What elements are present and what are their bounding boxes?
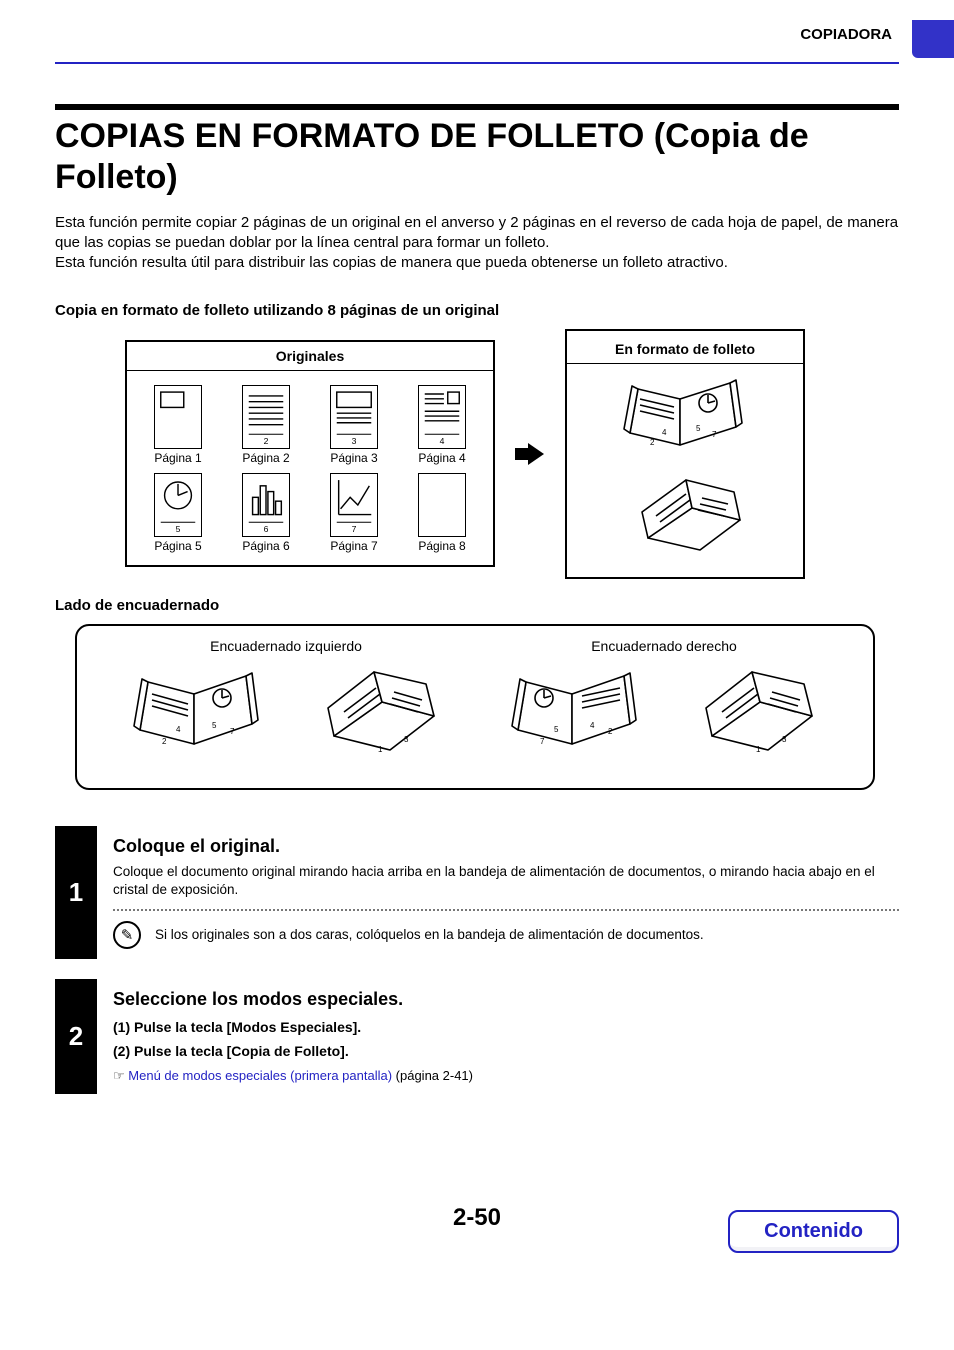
step-1-note-text: Si los originales son a dos caras, colóq… <box>155 926 704 944</box>
pencil-icon: ✎ <box>113 921 141 949</box>
page-thumb-icon: 2 <box>242 385 290 449</box>
svg-text:2: 2 <box>650 438 655 447</box>
page-thumb-icon: 5 <box>154 473 202 537</box>
page-label: Página 5 <box>154 539 201 553</box>
svg-text:7: 7 <box>712 430 717 439</box>
step-2-title: Seleccione los modos especiales. <box>113 989 899 1010</box>
page-header: COPIADORA <box>0 0 954 58</box>
page-label: Página 2 <box>242 451 289 465</box>
original-page-8: Página 8 <box>401 473 483 553</box>
svg-text:4: 4 <box>590 721 595 730</box>
originals-title: Originales <box>127 342 493 371</box>
page-label: Página 6 <box>242 539 289 553</box>
original-page-1: Página 1 <box>137 385 219 465</box>
original-page-5: 5 Página 5 <box>137 473 219 553</box>
step-2: 2 Seleccione los modos especiales. (1) P… <box>55 979 899 1094</box>
intro-block: Esta función permite copiar 2 páginas de… <box>55 213 899 274</box>
page-thumb-icon <box>418 473 466 537</box>
page-title: COPIAS EN FORMATO DE FOLLETO (Copia de F… <box>55 116 899 199</box>
svg-text:4: 4 <box>662 428 667 437</box>
svg-text:5: 5 <box>176 524 181 534</box>
booklet-box: En formato de folleto 4 5 <box>565 329 805 579</box>
step-2-link-line: ☞ Menú de modos especiales (primera pant… <box>113 1068 899 1084</box>
step-number: 1 <box>55 826 97 959</box>
open-booklet-right-icon: 5 4 7 2 <box>500 666 650 766</box>
page-thumb-icon: 3 <box>330 385 378 449</box>
original-page-2: 2 Página 2 <box>225 385 307 465</box>
dotted-separator <box>113 909 899 911</box>
binding-right-col: Encuadernado derecho <box>475 638 853 766</box>
originals-box: Originales Página 1 <box>125 340 495 567</box>
svg-text:4: 4 <box>176 725 181 734</box>
substep-2: (2) Pulse la tecla [Copia de Folleto]. <box>113 1043 349 1059</box>
svg-text:2: 2 <box>162 737 167 746</box>
example-diagram: Originales Página 1 <box>125 329 899 579</box>
page-label: Página 1 <box>154 451 201 465</box>
svg-text:7: 7 <box>352 524 357 534</box>
step-2-substeps: (1) Pulse la tecla [Modos Especiales]. (… <box>113 1016 899 1064</box>
header-section-label: COPIADORA <box>800 20 912 43</box>
svg-text:3: 3 <box>782 735 787 744</box>
link-suffix: (página 2-41) <box>396 1068 473 1083</box>
svg-text:5: 5 <box>212 721 217 730</box>
substep-1: (1) Pulse la tecla [Modos Especiales]. <box>113 1019 361 1035</box>
special-modes-link[interactable]: Menú de modos especiales (primera pantal… <box>128 1068 392 1083</box>
page-thumb-icon <box>154 385 202 449</box>
svg-text:5: 5 <box>554 725 559 734</box>
closed-booklet-left-icon: 3 1 <box>300 666 450 766</box>
svg-text:4: 4 <box>440 436 445 446</box>
page-label: Página 8 <box>418 539 465 553</box>
binding-box: Encuadernado izquierdo <box>75 624 875 790</box>
page-label: Página 3 <box>330 451 377 465</box>
step-1-note: ✎ Si los originales son a dos caras, col… <box>113 921 899 949</box>
original-page-3: 3 Página 3 <box>313 385 395 465</box>
content-area: COPIAS EN FORMATO DE FOLLETO (Copia de F… <box>0 64 954 1094</box>
svg-text:3: 3 <box>352 436 357 446</box>
arrow-right-icon <box>515 443 545 465</box>
svg-text:7: 7 <box>540 737 545 746</box>
page-root: COPIADORA COPIAS EN FORMATO DE FOLLETO (… <box>0 0 954 1272</box>
contents-button[interactable]: Contenido <box>728 1210 899 1253</box>
binding-heading: Lado de encuadernado <box>55 597 899 614</box>
svg-text:3: 3 <box>404 735 409 744</box>
svg-text:1: 1 <box>756 745 761 754</box>
svg-text:7: 7 <box>230 727 235 736</box>
step-1-title: Coloque el original. <box>113 836 899 857</box>
originals-grid: Página 1 2 Página 2 <box>127 371 493 565</box>
svg-text:2: 2 <box>608 727 613 736</box>
page-footer: 2-50 Contenido <box>0 1204 954 1272</box>
binding-right-label: Encuadernado derecho <box>475 638 853 654</box>
closed-booklet-icon <box>610 472 760 562</box>
original-page-6: 6 Página 6 <box>225 473 307 553</box>
booklet-title: En formato de folleto <box>567 335 803 364</box>
page-label: Página 7 <box>330 539 377 553</box>
pointer-icon: ☞ <box>113 1068 128 1083</box>
original-page-7: 7 Página 7 <box>313 473 395 553</box>
svg-text:1: 1 <box>378 745 383 754</box>
example-heading: Copia en formato de folleto utilizando 8… <box>55 302 899 319</box>
page-thumb-icon: 7 <box>330 473 378 537</box>
binding-left-label: Encuadernado izquierdo <box>97 638 475 654</box>
closed-booklet-right-icon: 3 1 <box>678 666 828 766</box>
svg-text:6: 6 <box>264 524 269 534</box>
svg-text:2: 2 <box>264 436 269 446</box>
page-thumb-icon: 4 <box>418 385 466 449</box>
title-rule <box>55 104 899 110</box>
open-booklet-left-icon: 4 5 2 7 <box>122 666 272 766</box>
intro-para-1: Esta función permite copiar 2 páginas de… <box>55 213 899 254</box>
binding-left-col: Encuadernado izquierdo <box>97 638 475 766</box>
svg-text:5: 5 <box>696 424 701 433</box>
page-label: Página 4 <box>418 451 465 465</box>
step-number: 2 <box>55 979 97 1094</box>
open-booklet-icon: 4 5 2 7 <box>610 373 760 463</box>
step-1: 1 Coloque el original. Coloque el docume… <box>55 826 899 959</box>
intro-para-2: Esta función resulta útil para distribui… <box>55 253 899 273</box>
step-1-text: Coloque el documento original mirando ha… <box>113 863 899 899</box>
original-page-4: 4 Página 4 <box>401 385 483 465</box>
page-thumb-icon: 6 <box>242 473 290 537</box>
header-chip <box>912 20 954 58</box>
